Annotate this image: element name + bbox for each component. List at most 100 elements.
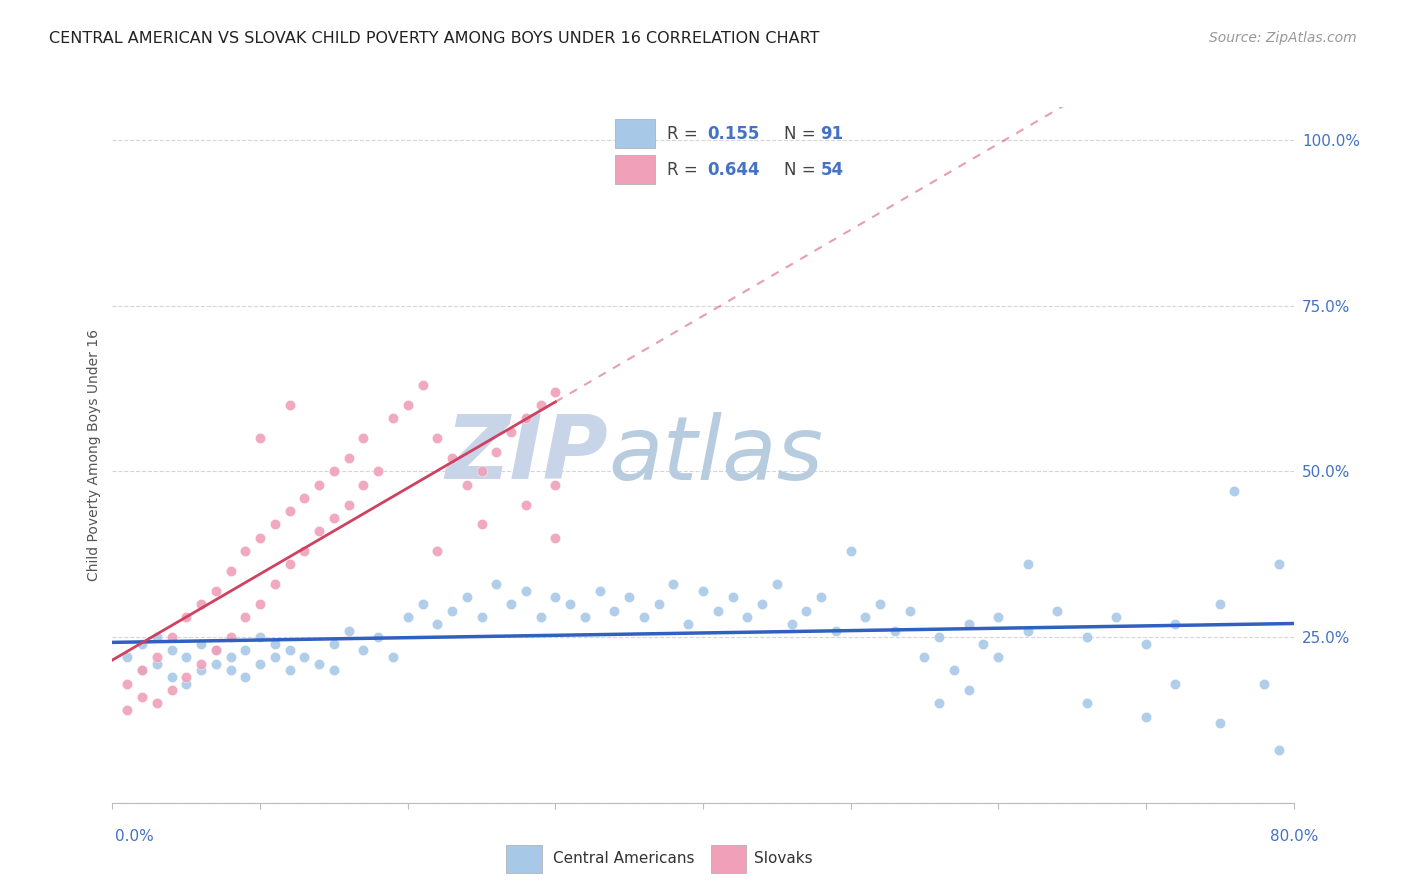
Point [190,597,212,611]
Point [914,650,936,665]
Point [337,624,360,638]
Point [426,431,449,445]
Point [1208,716,1232,731]
Point [1076,697,1098,711]
Point [382,411,405,425]
Point [456,591,478,605]
FancyBboxPatch shape [711,845,747,872]
Text: Central Americans: Central Americans [554,851,695,866]
Point [367,630,389,644]
Point [278,398,301,412]
Point [131,637,153,651]
Point [766,577,789,591]
Point [117,676,138,690]
Point [810,591,832,605]
Point [396,610,419,624]
Point [131,690,153,704]
Point [131,663,153,677]
Text: R =: R = [666,161,703,179]
Point [485,577,508,591]
Point [219,650,242,665]
Point [1268,743,1291,757]
Point [485,444,508,458]
FancyBboxPatch shape [506,845,541,872]
Point [308,524,330,538]
Point [160,643,183,657]
Point [1135,637,1157,651]
Point [382,650,405,665]
Y-axis label: Child Poverty Among Boys Under 16: Child Poverty Among Boys Under 16 [87,329,101,581]
Point [751,597,773,611]
Point [574,610,596,624]
Text: 80.0%: 80.0% [1271,830,1319,844]
Point [323,637,346,651]
Point [426,616,449,631]
Point [529,610,551,624]
Text: 0.644: 0.644 [707,161,759,179]
Point [308,657,330,671]
Point [470,465,494,479]
Point [190,637,212,651]
Point [544,531,567,545]
Point [692,583,714,598]
Point [411,378,433,392]
Point [501,597,523,611]
Point [721,591,744,605]
FancyBboxPatch shape [614,155,655,185]
Point [233,544,256,558]
Point [426,544,449,558]
Point [839,544,862,558]
Point [411,597,433,611]
Point [662,577,685,591]
Point [470,610,494,624]
Point [396,398,419,412]
Point [352,431,374,445]
Point [278,643,301,657]
Text: 0.0%: 0.0% [115,830,155,844]
Point [619,591,641,605]
Point [558,597,582,611]
Point [1164,616,1187,631]
Point [1046,604,1069,618]
Point [1105,610,1128,624]
Point [278,558,301,572]
Point [588,583,610,598]
FancyBboxPatch shape [614,120,655,148]
Point [160,670,183,684]
Text: 0.155: 0.155 [707,125,759,143]
Point [160,683,183,698]
Point [544,384,567,399]
Point [1253,676,1275,690]
Point [264,637,287,651]
Point [441,604,464,618]
Point [278,663,301,677]
Point [278,504,301,518]
Point [706,604,728,618]
Point [1017,624,1039,638]
Point [1208,597,1232,611]
Point [515,583,537,598]
Text: 91: 91 [820,125,844,143]
Point [323,465,346,479]
Point [973,637,995,651]
Text: 54: 54 [820,161,844,179]
Point [131,663,153,677]
Point [869,597,891,611]
Point [884,624,907,638]
Point [633,610,655,624]
Point [780,616,803,631]
Point [501,425,523,439]
Point [855,610,877,624]
Point [146,657,169,671]
Point [441,451,464,466]
Point [117,703,138,717]
Point [174,670,197,684]
Point [367,465,389,479]
Text: atlas: atlas [609,412,824,498]
Point [928,630,950,644]
Point [219,564,242,578]
Point [544,477,567,491]
Point [544,591,567,605]
Point [249,531,271,545]
Point [928,697,950,711]
